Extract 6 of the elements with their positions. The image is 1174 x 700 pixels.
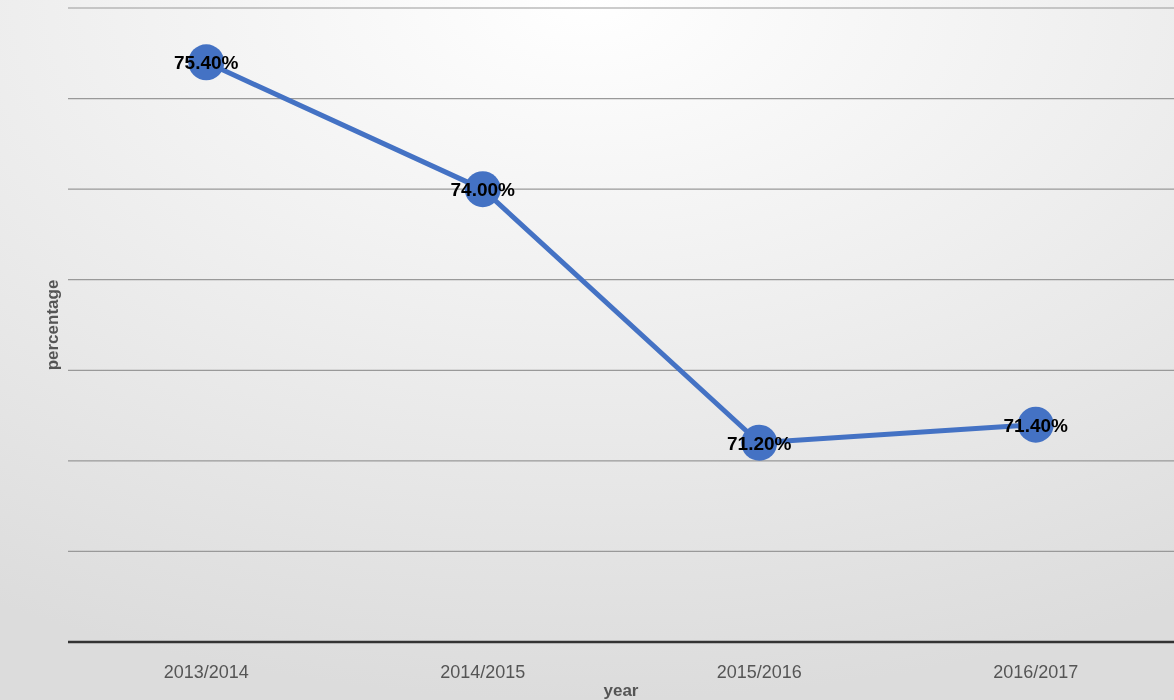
x-tick-label: 2016/2017 <box>993 662 1079 682</box>
x-tick-label: 2015/2016 <box>716 662 802 682</box>
x-tick-label: 2013/2014 <box>163 662 249 682</box>
x-axis-title: year <box>603 681 639 700</box>
y-axis-title: percentage <box>43 279 62 371</box>
x-tick-label: 2014/2015 <box>440 662 526 682</box>
